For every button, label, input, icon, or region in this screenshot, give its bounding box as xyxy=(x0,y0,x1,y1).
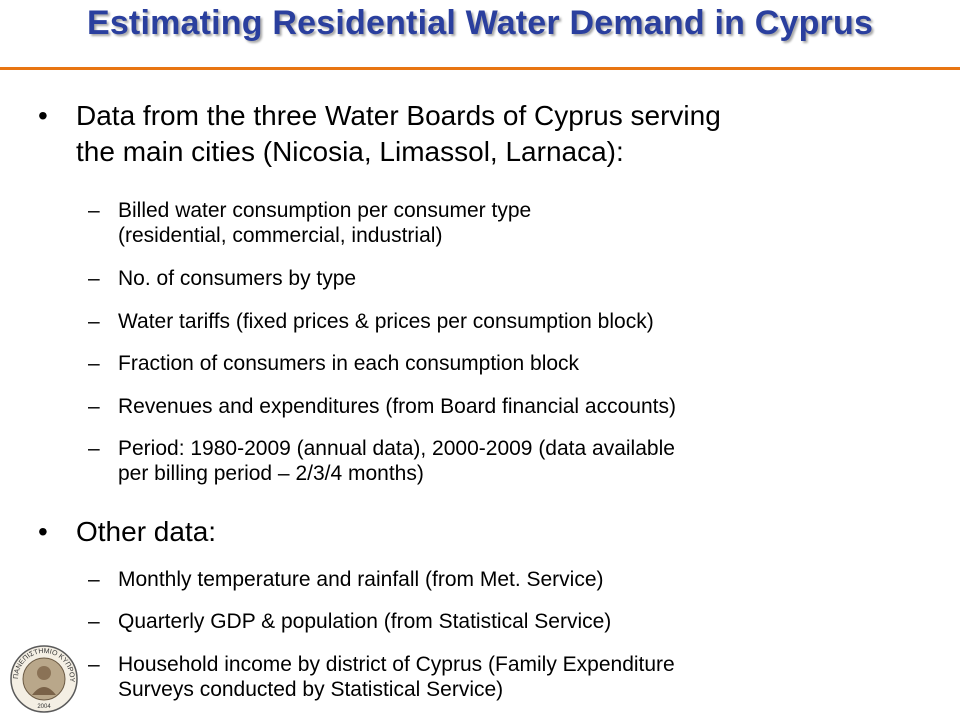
seal-year: 2004 xyxy=(37,704,51,710)
dash-glyph: – xyxy=(88,267,100,290)
dash-glyph: – xyxy=(88,653,100,676)
bullet-text-line: Other data: xyxy=(76,516,217,547)
subitem-text-line: No. of consumers by type xyxy=(118,267,357,290)
dash-glyph: – xyxy=(88,437,100,460)
subitem-text-line: (residential, commercial, industrial) xyxy=(118,224,443,247)
dash-glyph: – xyxy=(88,610,100,633)
dash-glyph: – xyxy=(88,568,100,591)
bullet-glyph: • xyxy=(38,100,48,131)
subitem-text-line: Surveys conducted by Statistical Service… xyxy=(118,678,504,701)
subitem-text-line: Period: 1980-2009 (annual data), 2000-20… xyxy=(118,437,675,460)
subitem-text-line: Water tariffs (fixed prices & prices per… xyxy=(118,310,654,333)
bullet-text-line: the main cities (Nicosia, Limassol, Larn… xyxy=(76,136,624,167)
subitem-text-line: Monthly temperature and rainfall (from M… xyxy=(118,568,604,591)
title-divider xyxy=(0,67,960,70)
dash-glyph: – xyxy=(88,310,100,333)
page-title: Estimating Residential Water Demand in C… xyxy=(86,4,874,42)
subitem-text-line: Revenues and expenditures (from Board fi… xyxy=(118,395,676,418)
subitem-text-line: per billing period – 2/3/4 months) xyxy=(118,462,424,485)
university-seal-logo: ΠΑΝΕΠΙΣΤΗΜΙΟ ΚΥΠΡΟΥ 2004 xyxy=(10,645,78,713)
subitem-text-line: Quarterly GDP & population (from Statist… xyxy=(118,610,612,633)
subitem-text-line: Fraction of consumers in each consumptio… xyxy=(118,352,580,375)
bullet-text-line: Data from the three Water Boards of Cypr… xyxy=(76,100,721,131)
dash-glyph: – xyxy=(88,199,100,222)
subitem-text-line: Household income by district of Cyprus (… xyxy=(118,653,675,676)
dash-glyph: – xyxy=(88,352,100,375)
subitem-text-line: Billed water consumption per consumer ty… xyxy=(118,199,532,222)
dash-glyph: – xyxy=(88,395,100,418)
bullet-glyph: • xyxy=(38,516,48,547)
